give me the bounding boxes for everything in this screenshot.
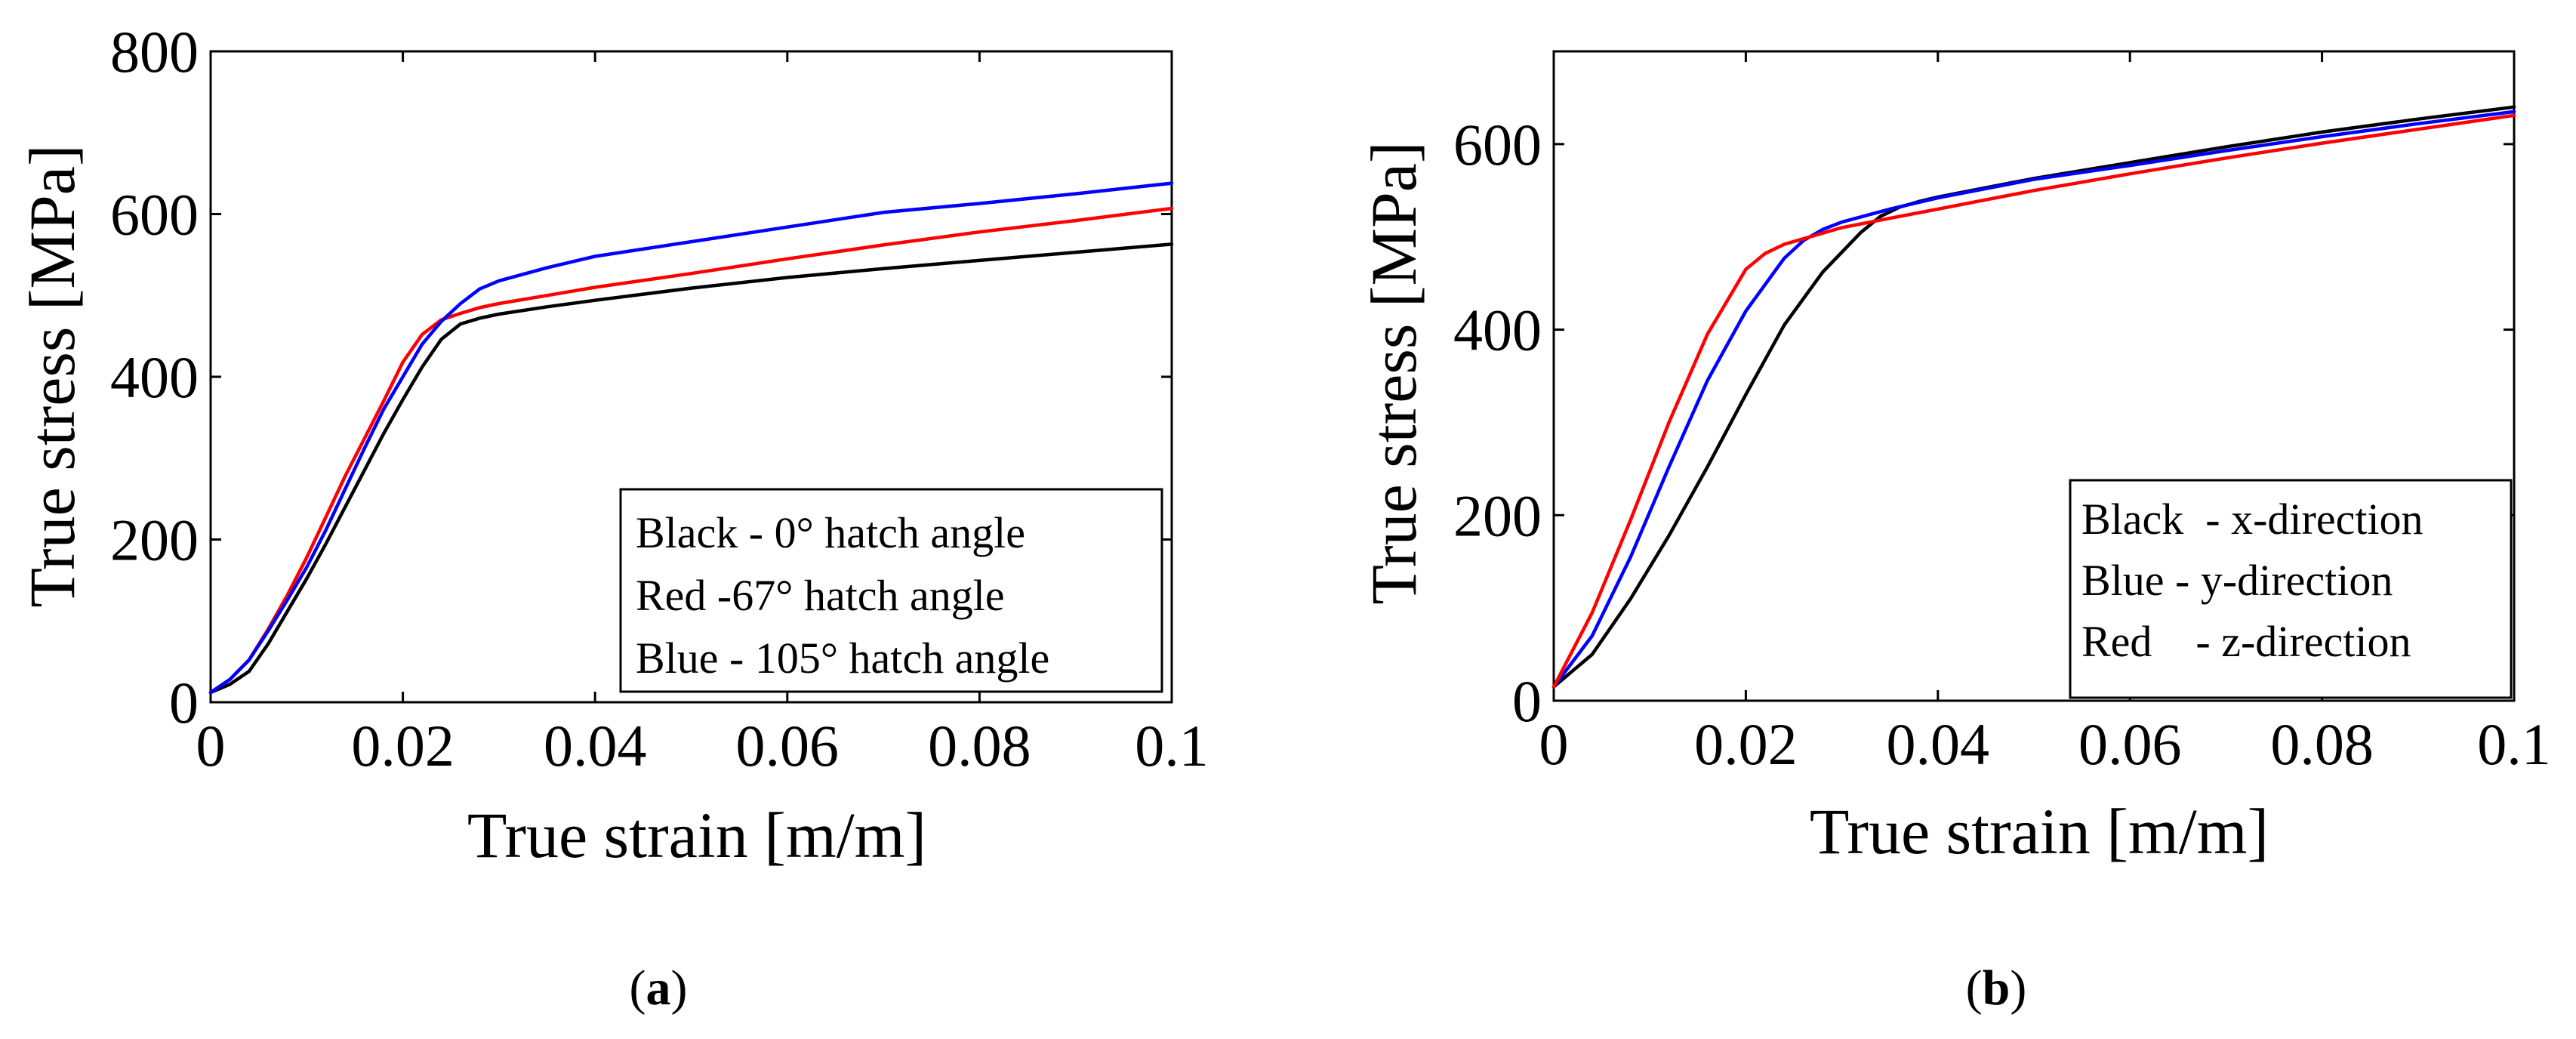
x-tick-label: 0.1 — [1135, 713, 1209, 778]
y-tick-label: 200 — [110, 507, 199, 573]
legend-box-b — [2069, 479, 2513, 699]
y-tick-label: 800 — [110, 19, 199, 85]
series-group-b — [1551, 105, 2516, 689]
y-tick-label: 0 — [169, 670, 199, 735]
y-tick-labels-a: 0 200 400 600 800 — [110, 19, 199, 735]
series-line-red-67-hatch-angle — [208, 206, 1174, 695]
series-line-red-z-direction — [1551, 113, 2516, 689]
legend-box-a — [619, 488, 1163, 693]
caption-a: (a) — [630, 960, 688, 1016]
x-tick-label: 0.06 — [2078, 711, 2182, 777]
series-line-blue-y-direction — [1551, 109, 2516, 689]
x-tick-labels-b: 0 0.02 0.04 0.06 0.08 0.1 — [1539, 711, 2551, 777]
caption-b: (b) — [1966, 960, 2027, 1016]
y-tick-label: 200 — [1453, 483, 1542, 548]
legend-entry: Black - x-direction — [2081, 495, 2423, 544]
caption-a-letter: a — [646, 960, 671, 1016]
caption-b-letter: b — [1983, 960, 2011, 1016]
series-line-black-x-direction — [1551, 105, 2516, 689]
x-axis-label-b: True strain [m/m] — [1810, 795, 2269, 868]
y-tick-label: 400 — [110, 344, 199, 410]
chart-b: 0 0.02 0.04 0.06 0.08 0.1 0 200 400 600 True str… — [1357, 50, 2551, 868]
legend-entry: Black - 0° hatch angle — [636, 508, 1025, 557]
x-tick-labels-a: 0 0.02 0.04 0.06 0.08 0.1 — [196, 713, 1209, 778]
plot-area-b — [1552, 50, 2516, 702]
chart-a: 0 0.02 0.04 0.06 0.08 0.1 0 200 400 600 800 True … — [16, 19, 1209, 871]
y-tick-labels-b: 0 200 400 600 — [1453, 112, 1542, 734]
x-tick-label: 0.02 — [1694, 711, 1798, 777]
legend-b: Black - x-direction Blue - y-direction R… — [2069, 479, 2513, 699]
legend-entry: Blue - 105° hatch angle — [636, 634, 1049, 683]
x-tick-label: 0.08 — [2270, 711, 2374, 777]
x-tick-label: 0 — [196, 713, 226, 778]
y-tick-label: 0 — [1512, 668, 1542, 734]
x-tick-label: 0.06 — [736, 713, 840, 778]
axes-frame-b — [1552, 50, 2516, 702]
x-axis-label-a: True strain [m/m] — [467, 799, 926, 871]
y-tick-label: 400 — [1453, 298, 1542, 363]
series-line-blue-105-hatch-angle — [208, 181, 1174, 695]
legend-entry: Blue - y-direction — [2081, 556, 2393, 605]
legend-entry: Red -67° hatch angle — [636, 571, 1005, 620]
series-line-black-0-hatch-angle — [208, 242, 1174, 695]
x-tick-label: 0.1 — [2477, 711, 2551, 777]
legend-a: Black - 0° hatch angle Red -67° hatch an… — [619, 488, 1163, 693]
y-axis-label-a: True stress [MPa] — [16, 144, 88, 607]
x-tick-label: 0.08 — [928, 713, 1031, 778]
x-tick-label: 0.04 — [544, 713, 647, 778]
y-axis-label-b: True stress [MPa] — [1357, 141, 1430, 604]
y-tick-label: 600 — [1453, 112, 1542, 177]
x-tick-label: 0.02 — [351, 713, 454, 778]
tick-marks-a — [209, 50, 1173, 704]
legend-entry: Red - z-direction — [2081, 617, 2411, 666]
y-tick-label: 600 — [110, 182, 199, 248]
series-group-a — [208, 181, 1174, 695]
x-tick-label: 0 — [1539, 711, 1569, 777]
x-tick-label: 0.04 — [1887, 711, 1990, 777]
